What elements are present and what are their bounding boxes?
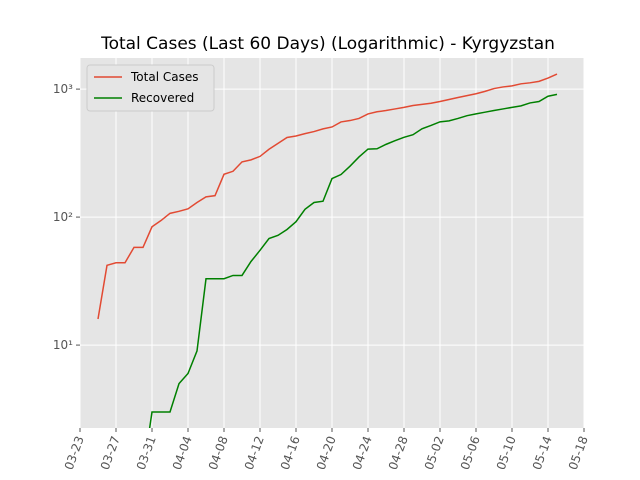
y-tick-label: 10² — [53, 210, 73, 224]
x-tick-label: 03-23 — [62, 434, 87, 472]
x-tick-label: 04-16 — [278, 434, 303, 472]
x-tick-label: 05-10 — [494, 434, 519, 472]
series-line — [148, 93, 558, 428]
x-tick-label: 04-28 — [386, 434, 411, 472]
legend: Total Cases Recovered — [86, 64, 215, 112]
x-tick-label: 05-14 — [530, 434, 555, 472]
y-tick-label: 10¹ — [53, 338, 73, 352]
lines — [97, 73, 558, 428]
x-tick-label: 04-24 — [350, 434, 375, 472]
x-tick-label: 03-27 — [98, 434, 123, 472]
x-tick-label: 05-18 — [566, 434, 591, 472]
x-tick-label: 04-20 — [314, 434, 339, 472]
legend-label: Recovered — [131, 91, 194, 105]
x-tick-label: 05-06 — [458, 434, 483, 472]
x-tick-label: 04-08 — [206, 434, 231, 472]
x-tick-label: 05-02 — [422, 434, 447, 472]
x-tick-label: 03-31 — [134, 434, 159, 472]
series-line — [97, 73, 558, 320]
x-tick-label: 04-12 — [242, 434, 267, 472]
legend-label: Total Cases — [130, 70, 198, 84]
chart-title: Total Cases (Last 60 Days) (Logarithmic)… — [100, 34, 555, 54]
y-tick-label: 10³ — [53, 82, 73, 96]
x-tick-label: 04-04 — [170, 434, 195, 472]
